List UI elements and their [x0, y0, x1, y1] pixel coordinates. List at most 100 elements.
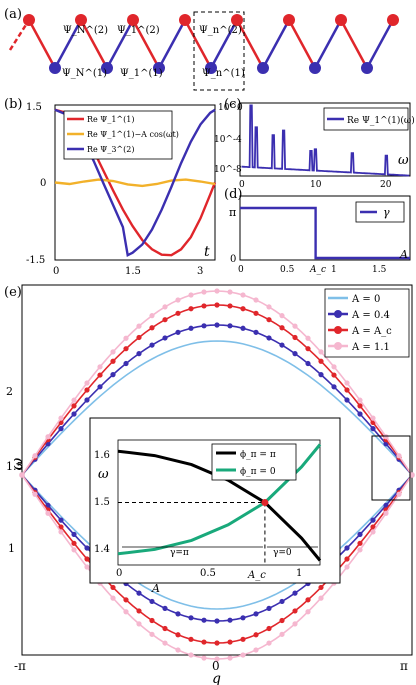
panel-label-e: (e) — [4, 285, 22, 300]
e-point-lower-1 — [383, 502, 389, 508]
e-point-lower-1 — [162, 605, 168, 611]
e-point-lower-3 — [240, 652, 246, 658]
site-bottom — [49, 62, 61, 74]
bottom-label-n: Ψ_n^(1) — [202, 68, 245, 79]
e-point-upper-2 — [110, 358, 116, 364]
e-point-lower-3 — [344, 564, 350, 570]
e-point-lower-3 — [305, 609, 311, 615]
e-point-lower-2 — [110, 584, 116, 591]
e-point-upper-3 — [357, 397, 363, 403]
e-point-lower-3 — [19, 472, 25, 478]
e-point-lower-3 — [149, 631, 155, 637]
lattice-bond — [235, 19, 265, 69]
inset-annotation-0: γ=π — [170, 548, 189, 558]
e-point-lower-1 — [45, 502, 51, 508]
plot-d — [240, 206, 410, 260]
e-point-lower-1 — [266, 605, 272, 611]
e-point-upper-3 — [344, 380, 350, 386]
e-point-lower-3 — [32, 491, 38, 497]
c-xlabel: ω — [398, 153, 409, 168]
e-point-lower-2 — [149, 617, 155, 624]
site-bottom — [309, 62, 321, 74]
e-point-upper-2 — [357, 403, 363, 409]
e-point-upper-1 — [331, 384, 337, 390]
e-point-lower-3 — [84, 564, 90, 570]
lattice-bond — [261, 19, 291, 69]
e-point-upper-3 — [45, 434, 51, 440]
e-point-upper-2 — [227, 303, 233, 309]
plot-c — [241, 104, 410, 177]
panel-label-c: (c) — [224, 97, 241, 112]
e-point-upper-2 — [97, 372, 103, 378]
e-point-lower-2 — [227, 639, 233, 645]
e-point-upper-2 — [175, 310, 181, 316]
b-ytick-top: 1.5 — [26, 102, 42, 113]
lattice-bond-dashed — [8, 19, 31, 51]
d-xtick-4: 1.5 — [372, 265, 387, 275]
inset-legend-label-0: ϕ_π = π — [240, 450, 276, 460]
e-point-upper-1 — [136, 351, 142, 357]
inset-legend-label-1: ϕ_π = 0 — [240, 467, 276, 477]
e-point-upper-3 — [227, 289, 233, 295]
e-point-lower-2 — [240, 636, 246, 642]
e-point-upper-3 — [279, 313, 285, 319]
e-point-lower-1 — [71, 531, 77, 537]
e-point-upper-1 — [149, 342, 155, 348]
e-point-upper-3 — [32, 453, 38, 459]
lattice-bond — [157, 19, 187, 69]
e-xtick-0: -π — [14, 659, 26, 673]
e-point-upper-2 — [318, 358, 324, 364]
e-point-upper-3 — [71, 397, 77, 403]
inset-box — [89, 417, 341, 584]
e-point-lower-2 — [357, 540, 363, 546]
site-top — [335, 14, 347, 26]
lattice-bond — [365, 19, 395, 69]
e-point-lower-3 — [58, 529, 64, 535]
e-point-upper-3 — [110, 349, 116, 355]
e-point-lower-3 — [357, 547, 363, 553]
b-xtick-1: 1.5 — [125, 266, 141, 277]
site-top — [283, 14, 295, 26]
e-point-lower-3 — [370, 529, 376, 535]
e-legend-label-0: A = 0 — [351, 294, 380, 305]
e-point-lower-3 — [318, 595, 324, 601]
e-point-upper-3 — [84, 380, 90, 386]
e-point-upper-1 — [97, 384, 103, 390]
b-ytick-mid: 0 — [40, 178, 46, 189]
inset-ytick-2: 1.4 — [94, 544, 110, 555]
e-point-lower-2 — [58, 524, 64, 530]
e-point-upper-3 — [188, 292, 194, 298]
b-xtick-2: 3 — [197, 266, 203, 277]
e-point-lower-3 — [123, 609, 129, 615]
e-point-upper-1 — [201, 323, 207, 329]
site-bottom — [153, 62, 165, 74]
e-point-upper-1 — [344, 397, 350, 403]
e-point-upper-3 — [240, 292, 246, 298]
e-point-upper-2 — [279, 325, 285, 331]
e-point-lower-3 — [383, 510, 389, 516]
panel-label-a: (a) — [4, 7, 22, 22]
inset-xtick-1: 0.5 — [200, 568, 216, 579]
e-point-upper-3 — [331, 364, 337, 370]
b-xtick-0: 0 — [53, 266, 59, 277]
e-point-upper-1 — [240, 325, 246, 331]
e-point-lower-1 — [292, 590, 298, 596]
e-point-lower-1 — [58, 517, 64, 523]
d-ytick-0: π — [229, 206, 236, 219]
e-ytick-0: 2 — [6, 385, 13, 398]
e-xtick-2: π — [400, 659, 408, 673]
e-legend-label-1: A = 0.4 — [351, 310, 390, 321]
e-point-upper-2 — [188, 306, 194, 312]
top-label-N: Ψ_N^(2) — [63, 25, 108, 36]
d-xlabel: A — [399, 248, 408, 261]
bottom-label-1: Ψ_1^(1) — [120, 68, 163, 79]
e-band-upper-0 — [21, 340, 413, 476]
e-point-upper-2 — [253, 310, 259, 316]
e-point-upper-3 — [201, 289, 207, 295]
e-point-upper-1 — [279, 342, 285, 348]
e-point-lower-3 — [292, 621, 298, 627]
e-point-lower-2 — [292, 608, 298, 614]
e-point-lower-2 — [344, 556, 350, 562]
e-point-upper-2 — [201, 303, 207, 309]
lattice-bond — [27, 19, 57, 69]
